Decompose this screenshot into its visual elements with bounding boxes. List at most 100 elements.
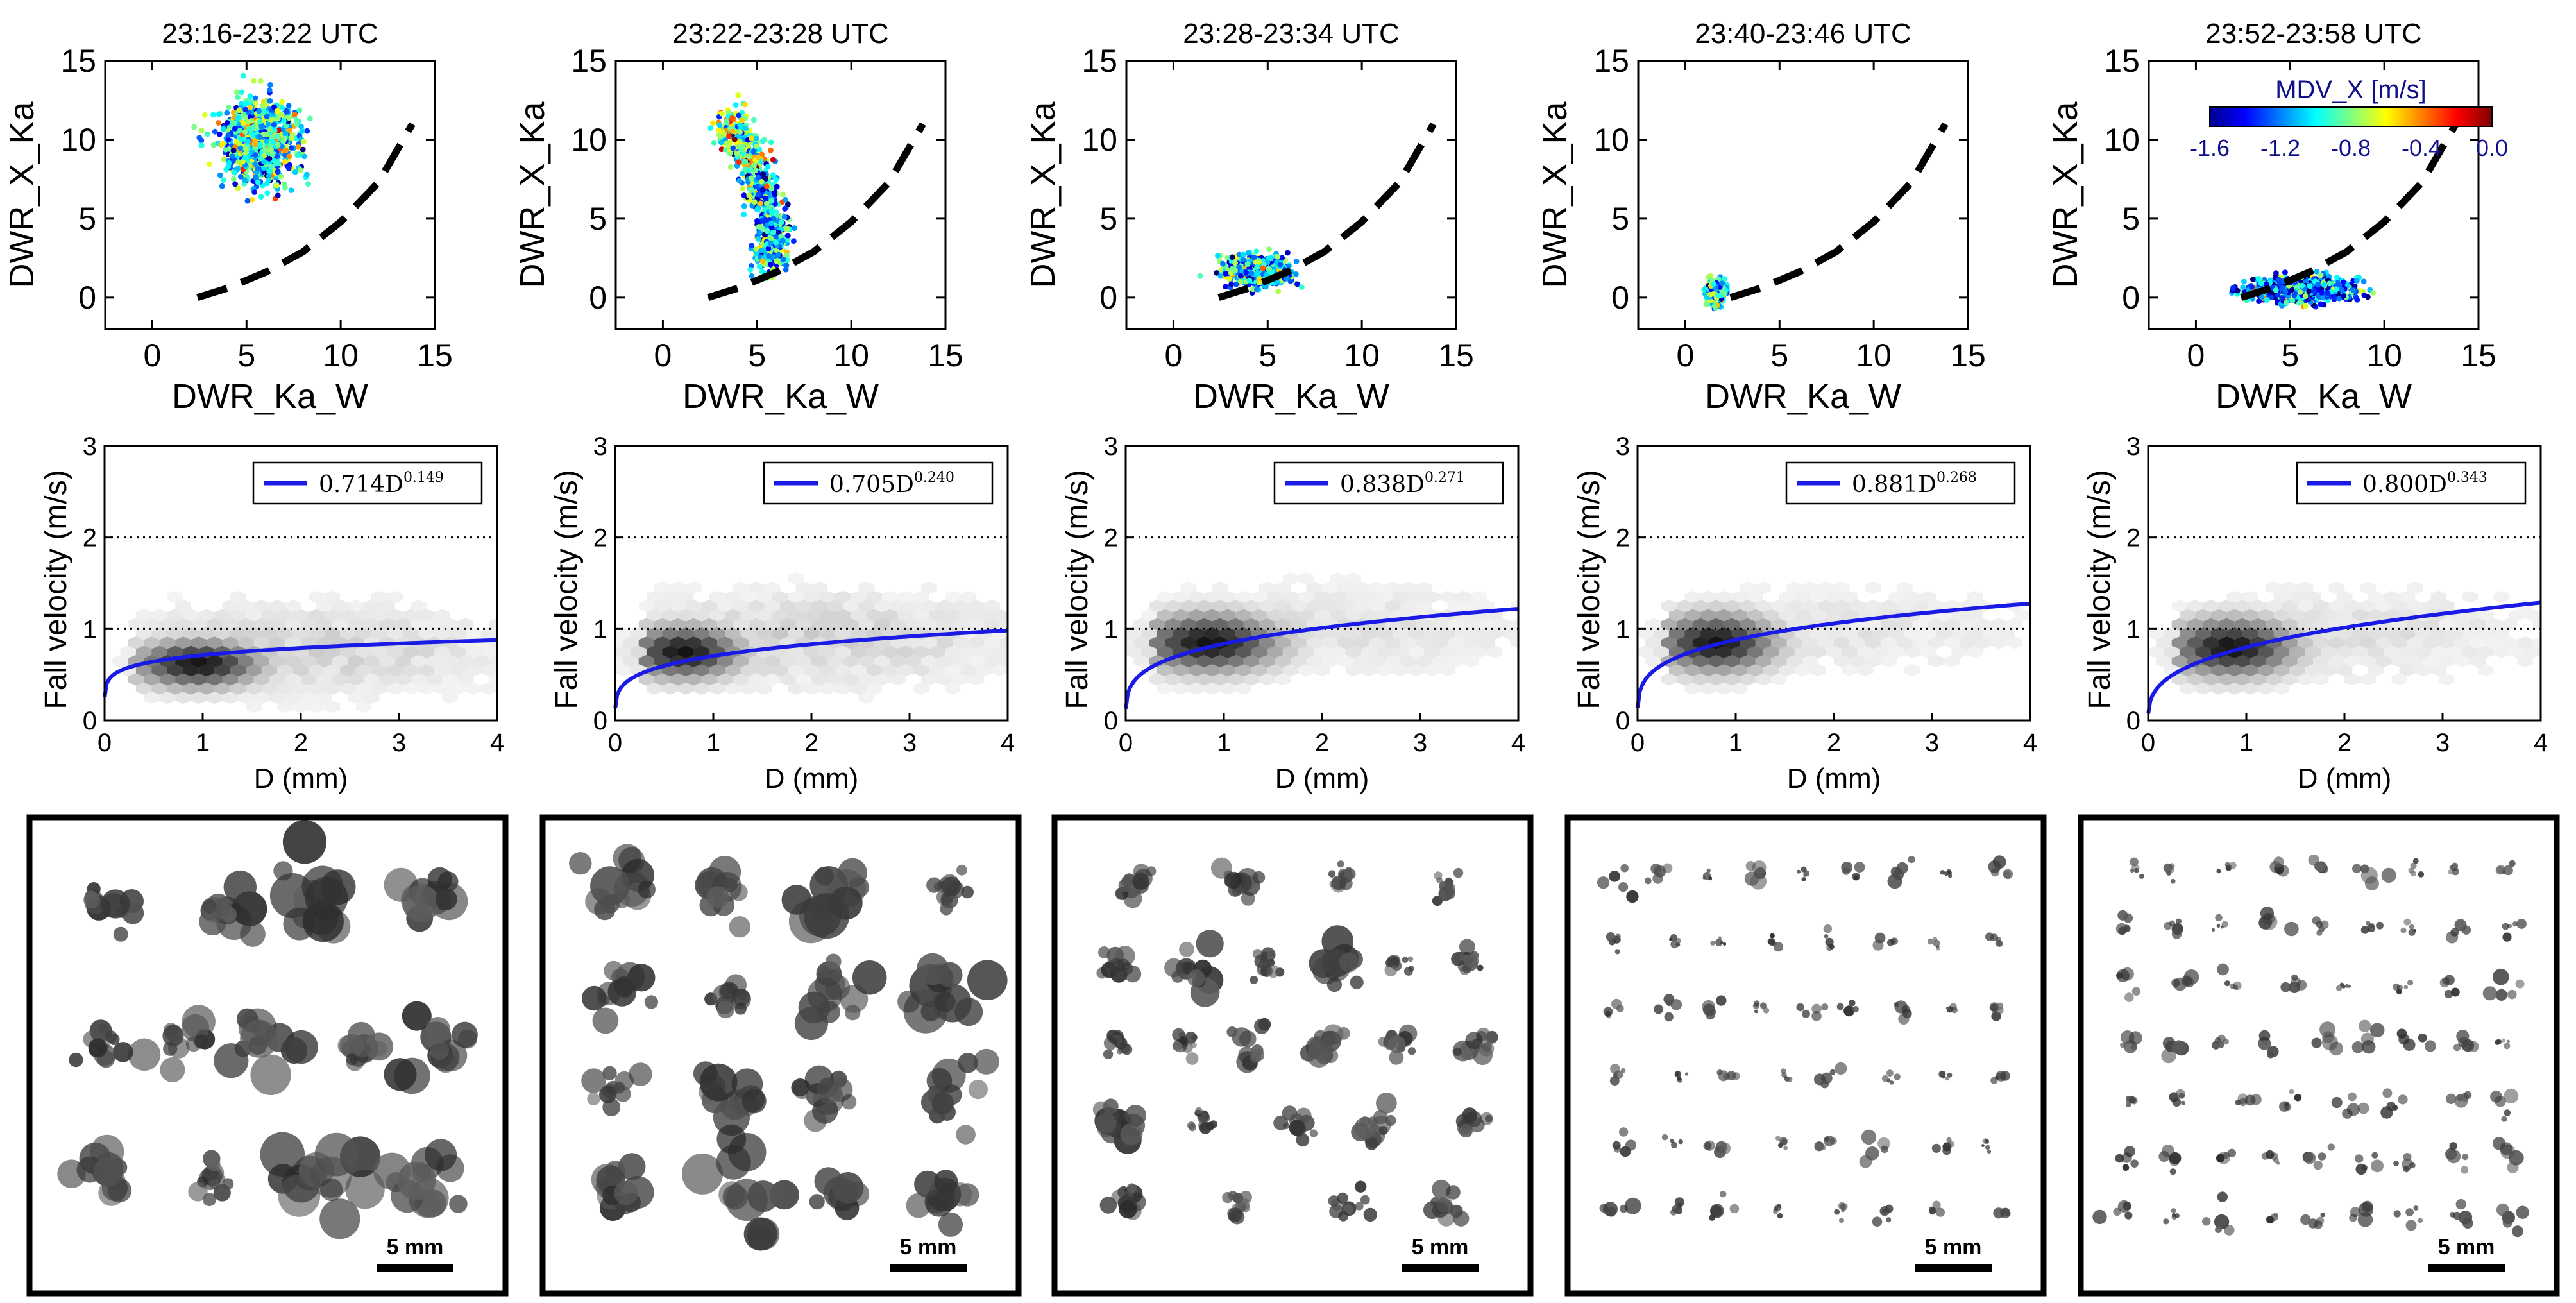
x-tick-label: 0 [2187, 337, 2205, 373]
hexbin-cell [1007, 612, 1008, 618]
hexbin-cell [1424, 627, 1440, 640]
hexbin-cell [277, 682, 293, 695]
hexbin-cell [913, 609, 929, 622]
hexbin-cell [1157, 609, 1173, 622]
hexbin-cell [1188, 682, 1205, 695]
scatter-point [271, 104, 277, 110]
scatter-point [1251, 255, 1257, 260]
x-axis-label: DWR_Ka_W [172, 377, 368, 416]
scatter-point [278, 173, 284, 180]
scatter-point [1277, 262, 1284, 268]
hexbin-cell [890, 654, 906, 667]
scatter-point [1248, 270, 1255, 277]
scatter-point [770, 157, 776, 163]
hexbin-cell [795, 618, 812, 631]
hexbin-cell [340, 682, 356, 695]
y-axis-label: DWR_X_Ka [513, 101, 552, 288]
hexbin-cell [1447, 636, 1464, 649]
scatter-point [269, 134, 275, 140]
hexbin-cell [1810, 609, 1826, 622]
hexbin-cell [1393, 663, 1409, 677]
hexbin-cell [803, 682, 820, 695]
x-tick-label: 1 [706, 729, 720, 757]
hexbin-cell [355, 645, 372, 658]
hexbin-cell [167, 590, 183, 604]
hexbin-cell [246, 609, 262, 622]
scatter-point [248, 118, 255, 124]
hexbin-cell [1684, 663, 1700, 677]
scatter-point [301, 139, 307, 145]
scatter-point [282, 181, 287, 187]
hexbin-cell [309, 682, 325, 695]
scatter-point [1279, 255, 1285, 261]
hexbin-cell [654, 581, 670, 594]
plot-frame [1637, 60, 1969, 330]
hexbin-cell [207, 691, 223, 704]
scatter-point [1711, 281, 1716, 287]
hexbin-cell [1755, 600, 1772, 613]
hexbin-cell [882, 663, 898, 677]
hexbin-cell [151, 627, 167, 640]
scatter-point [748, 175, 754, 182]
x-tick-label: 4 [490, 729, 504, 757]
hexbin-cell [921, 673, 937, 686]
y-tick-label: 10 [571, 122, 607, 158]
hexbin-cell [1369, 636, 1385, 649]
hexbin-cell [1126, 636, 1134, 649]
scatter-point [2268, 294, 2275, 300]
scatter-point [243, 146, 250, 153]
panel-title: 23:16-23:22 UTC [162, 18, 378, 49]
hexbin-cell [450, 663, 466, 677]
hexbin-cell [1833, 600, 1850, 613]
hexbin-cell [363, 691, 380, 704]
scatter-point [221, 157, 227, 162]
hexbin-cell [481, 682, 497, 695]
hexbin-cell [897, 590, 914, 604]
scatter-point [783, 266, 789, 273]
hexbin-cell [214, 663, 230, 677]
hexbin-cell [128, 636, 144, 649]
scatter-point [737, 129, 743, 135]
hexbin-cell [1439, 663, 1456, 677]
scatter-point [239, 136, 245, 142]
hexbin-cell [945, 663, 961, 677]
hexbin-cell [222, 600, 239, 613]
hexbin-cell [701, 673, 718, 686]
legend-label: 0.838D0.271 [1340, 470, 1465, 498]
scatter-point [242, 155, 248, 161]
hexbin-cell [803, 645, 820, 658]
hexbin-cell [309, 609, 325, 622]
hexbin-cell [1212, 673, 1228, 686]
y-axis-label: DWR_X_Ka [3, 101, 41, 288]
hexbin-cell [1881, 618, 1897, 631]
hexbin-cell [1196, 673, 1212, 686]
hexbin-cell [1510, 618, 1518, 631]
hexbin-cell [175, 618, 191, 631]
hexbin-cell [1668, 609, 1685, 622]
fit-curve [613, 628, 1008, 709]
scatter-point [724, 140, 730, 146]
hexbin-cell [159, 636, 176, 649]
hexbin-cell [866, 663, 883, 677]
hexbin-cell [1251, 609, 1267, 622]
hexbin-cell [1708, 600, 1724, 613]
hexbin-cell [788, 609, 804, 622]
scatter-point [1268, 255, 1275, 261]
scatter-point [716, 122, 723, 128]
hexbin-cell [363, 600, 380, 613]
hexbin-cell [481, 627, 497, 640]
x-tick-label: 10 [1856, 337, 1892, 373]
hexbin-cell [709, 609, 725, 622]
hexbin-cell [521, 636, 537, 649]
hexbin-cell [1180, 600, 1197, 613]
scatter-point [2234, 287, 2241, 294]
hexbin-cell [1282, 572, 1299, 585]
scatter-point [293, 117, 300, 123]
hexbin-cell [1173, 609, 1189, 622]
hexbin-cell [1692, 673, 1709, 686]
hexbin-cell [670, 636, 686, 649]
scatter-point [763, 183, 770, 189]
hexbin-cell [1180, 581, 1197, 594]
